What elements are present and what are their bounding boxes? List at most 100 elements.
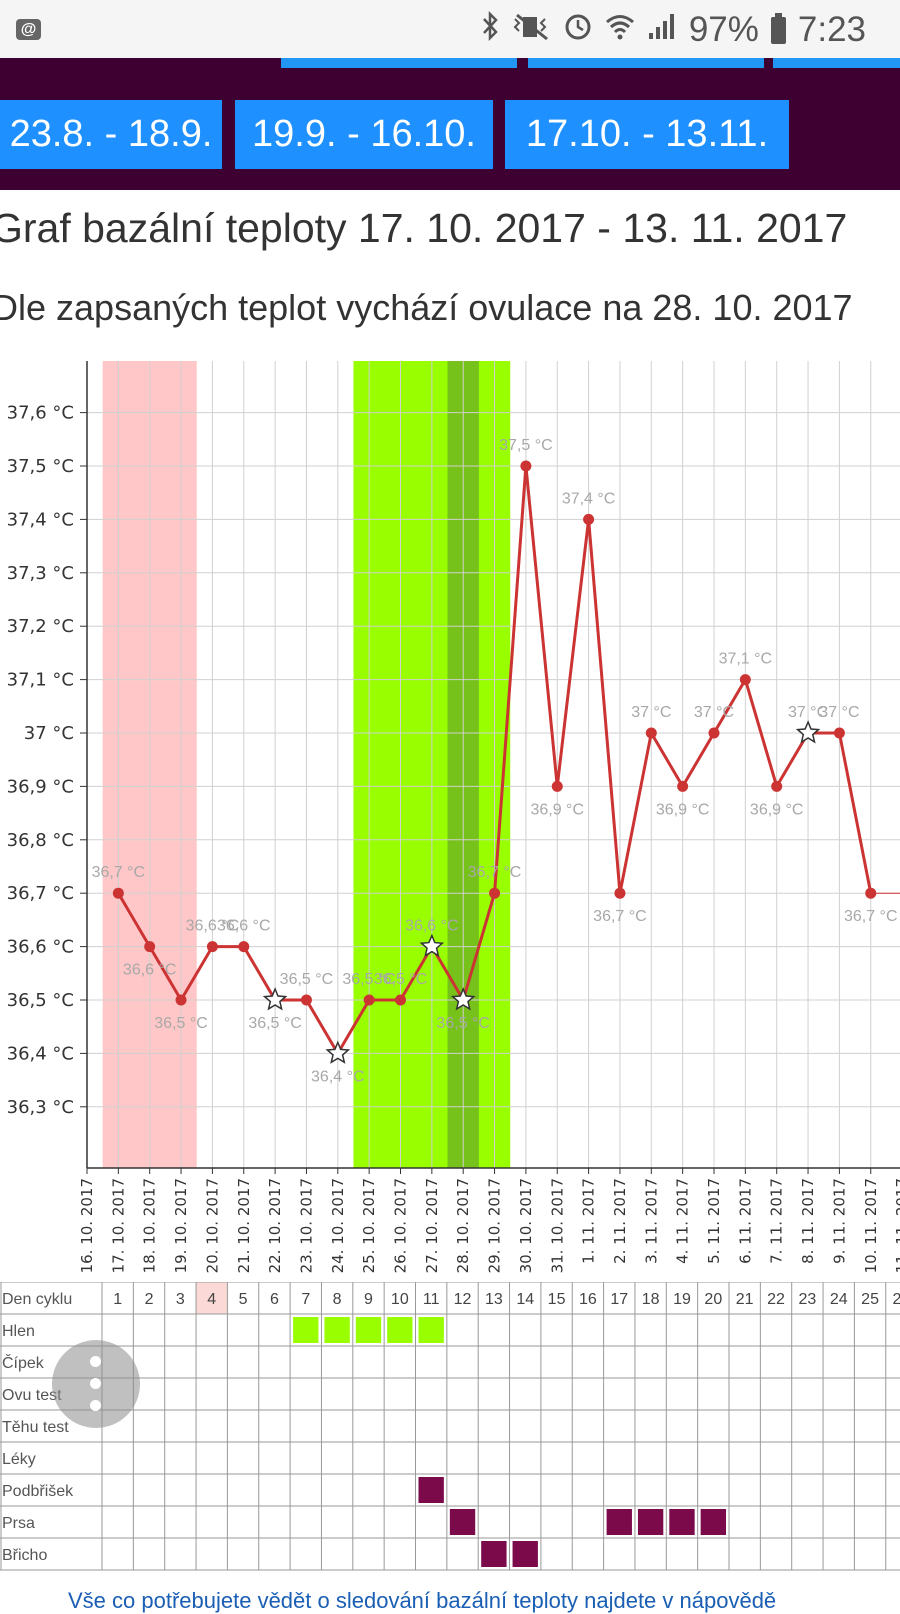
x-tick-label: 10. 11. 2017 — [862, 1178, 880, 1273]
data-point — [175, 994, 187, 1006]
cycle-button-stub[interactable] — [281, 58, 517, 68]
y-tick-label: 37,2 °C — [7, 616, 74, 637]
x-tick-label: 30. 10. 2017 — [517, 1178, 535, 1273]
menu-dot-icon — [90, 1356, 101, 1367]
menu-dot-icon — [90, 1378, 101, 1389]
symptom-row-label: Čípek — [2, 1353, 45, 1372]
cycle-day-number: 15 — [548, 1291, 566, 1308]
cycle-day-number: 18 — [642, 1291, 660, 1308]
y-tick-label: 36,9 °C — [7, 776, 74, 797]
cycle-day-number: 14 — [516, 1291, 534, 1308]
cycle-day-number: 11 — [423, 1291, 440, 1308]
data-label: 36,7 °C — [844, 908, 898, 925]
more-options-button[interactable] — [52, 1340, 140, 1428]
x-tick-label: 29. 10. 2017 — [486, 1178, 504, 1273]
vibrate-mute-icon — [511, 10, 551, 50]
data-label: 37,4 °C — [562, 490, 616, 507]
data-point — [112, 887, 124, 899]
data-point — [363, 994, 375, 1006]
x-tick-label: 4. 11. 2017 — [674, 1178, 692, 1264]
cycle-day-number: 8 — [333, 1291, 342, 1308]
y-tick-label: 36,7 °C — [7, 883, 74, 904]
symptom-row-label: Těhu test — [2, 1419, 69, 1436]
x-tick-label: 18. 10. 2017 — [141, 1178, 159, 1273]
x-tick-label: 20. 10. 2017 — [203, 1178, 221, 1273]
x-tick-label: 26. 10. 2017 — [392, 1178, 410, 1273]
symptom-row-label: Léky — [2, 1451, 36, 1468]
symptom-table: Den cyklu 1 2 3 4 5 6 7 8 9 10 11 12 13 14 15 16 17 18 19 20… — [0, 1282, 900, 1571]
cycle-button-2[interactable]: 19.9. - 16.10. — [235, 100, 493, 169]
symptom-mark — [669, 1509, 695, 1535]
data-label: 36,6 °C — [217, 918, 271, 935]
x-tick-label: 3. 11. 2017 — [642, 1178, 660, 1264]
mucus-mark — [324, 1317, 350, 1343]
x-tick-label: 9. 11. 2017 — [830, 1178, 848, 1264]
data-label: 37 °C — [694, 704, 734, 721]
cycle-day-number: 26 — [893, 1291, 900, 1308]
y-tick-label: 37 °C — [24, 723, 74, 744]
data-point — [614, 887, 626, 899]
data-point — [833, 727, 845, 739]
cycle-day-number: 20 — [704, 1291, 722, 1308]
data-point — [771, 780, 783, 792]
data-point — [865, 887, 877, 899]
y-tick-label: 36,8 °C — [7, 830, 74, 851]
bluetooth-icon — [481, 10, 499, 50]
status-icons: 97% 7:23 — [481, 8, 866, 52]
x-tick-label: 7. 11. 2017 — [768, 1178, 786, 1264]
cycle-button-3[interactable]: 17.10. - 13.11. — [505, 100, 789, 169]
x-tick-label: 17. 10. 2017 — [109, 1178, 127, 1273]
y-tick-label: 36,6 °C — [7, 937, 74, 958]
cycle-button-1[interactable]: 23.8. - 18.9. — [0, 100, 222, 169]
temperature-chart: 37,6 °C 37,5 °C 37,4 °C 37,3 °C 37,2 °C 37,1 … — [7, 361, 900, 1273]
cycle-day-number: 10 — [391, 1291, 409, 1308]
cycle-day-number: 2 — [145, 1291, 154, 1308]
cycle-day-number: 13 — [485, 1291, 503, 1308]
cycle-day-number: 24 — [830, 1291, 848, 1308]
data-label: 36,4 °C — [311, 1068, 365, 1085]
data-point — [300, 994, 312, 1006]
data-label: 36,7 °C — [593, 908, 647, 925]
symptom-row-label: Ovu test — [2, 1387, 62, 1404]
cycle-day-number: 23 — [798, 1291, 816, 1308]
y-tick-label: 37,4 °C — [7, 509, 74, 530]
y-tick-label: 36,3 °C — [7, 1097, 74, 1118]
menu-dot-icon — [90, 1400, 101, 1411]
wifi-icon — [605, 10, 635, 50]
signal-icon — [647, 10, 677, 50]
symptom-row-label: Podbřišek — [2, 1483, 74, 1500]
highlighted-day-cell — [196, 1282, 228, 1314]
y-tick-label: 37,5 °C — [7, 456, 74, 477]
symptom-row-label: Prsa — [2, 1515, 35, 1532]
cycle-button-stub[interactable] — [773, 58, 900, 68]
x-tick-label: 5. 11. 2017 — [705, 1178, 723, 1264]
data-point-star — [262, 987, 288, 1011]
mucus-mark — [355, 1317, 382, 1343]
data-point — [395, 994, 406, 1006]
data-label: 36,6 °C — [405, 918, 459, 935]
x-tick-label: 11. 11. 2017 — [893, 1178, 900, 1273]
symptom-mark — [512, 1541, 538, 1567]
x-tick-label: 1. 11. 2017 — [580, 1178, 598, 1264]
data-label: 37 °C — [788, 704, 828, 721]
cycle-day-number: 21 — [736, 1291, 754, 1308]
data-label: 36,6 °C — [123, 962, 177, 979]
cycle-day-number: 1 — [113, 1291, 122, 1308]
cycle-day-number: 6 — [270, 1291, 279, 1308]
data-label: 36,6 °C — [186, 918, 240, 935]
cycle-button-stub[interactable] — [528, 58, 764, 68]
data-label: 37,5 °C — [499, 437, 553, 454]
data-point — [489, 887, 501, 899]
symptom-row-label: Hlen — [2, 1323, 35, 1340]
y-tick-label: 37,3 °C — [7, 563, 74, 584]
x-tick-label: 23. 10. 2017 — [297, 1178, 315, 1273]
mucus-mark — [418, 1317, 444, 1343]
data-label: 36,5 °C — [342, 971, 396, 988]
x-tick-label: 22. 10. 2017 — [266, 1178, 284, 1273]
data-point — [238, 941, 250, 953]
x-tick-label: 19. 10. 2017 — [172, 1178, 190, 1273]
cycle-day-number: 22 — [767, 1291, 785, 1308]
help-link[interactable]: Vše co potřebujete vědět o sledování baz… — [68, 1588, 777, 1613]
cycle-day-number: 4 — [207, 1291, 216, 1308]
y-tick-label: 36,5 °C — [7, 990, 74, 1011]
